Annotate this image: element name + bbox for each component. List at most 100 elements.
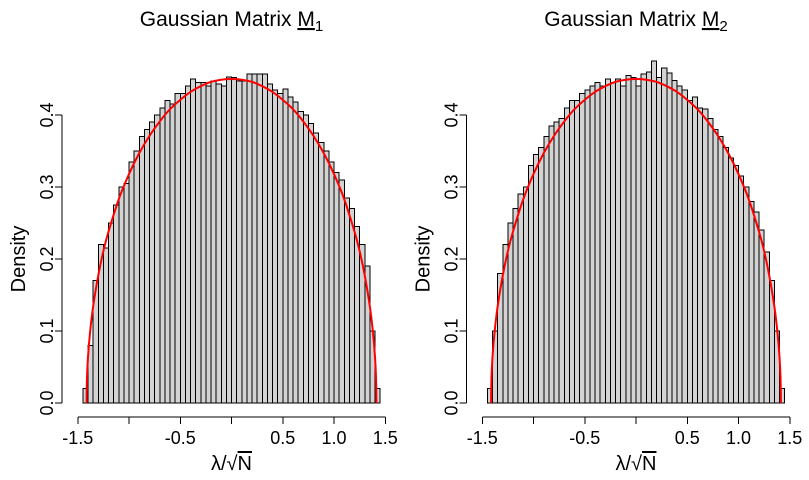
y-tick-label: 0.2 bbox=[442, 246, 462, 271]
histogram-bar bbox=[599, 85, 606, 404]
histogram-bar bbox=[348, 208, 355, 404]
histogram-bar bbox=[246, 73, 253, 404]
x-axis: -1.5 -0.5 0.5 1.0 1.5 bbox=[467, 416, 802, 448]
histogram-bar bbox=[179, 92, 186, 404]
histogram-bar bbox=[307, 123, 314, 404]
histogram-bar bbox=[231, 77, 238, 404]
histogram-bar bbox=[604, 78, 611, 404]
histogram-bar bbox=[645, 71, 652, 404]
histogram-bar bbox=[553, 121, 560, 404]
x-tick-label: 0.5 bbox=[675, 428, 700, 448]
y-tick-label: 0.4 bbox=[442, 102, 462, 127]
y-tick-label: 0.0 bbox=[37, 390, 57, 415]
histogram-bar bbox=[748, 200, 755, 404]
histogram-bar bbox=[195, 82, 202, 404]
histogram-bar bbox=[517, 193, 524, 404]
histogram-bar bbox=[261, 73, 268, 404]
histogram-bar bbox=[717, 136, 724, 404]
histogram-bar bbox=[313, 132, 320, 404]
chart-title: Gaussian Matrix M2 bbox=[544, 8, 727, 35]
histogram-bar bbox=[548, 125, 555, 404]
histogram-bar bbox=[743, 186, 750, 404]
histogram-bar bbox=[579, 92, 586, 404]
histogram-bar bbox=[174, 92, 181, 404]
x-tick-label: -1.5 bbox=[467, 428, 498, 448]
histogram-bars bbox=[486, 60, 786, 404]
histogram-bar bbox=[661, 67, 668, 404]
histogram-bar bbox=[722, 146, 729, 404]
histogram-bar bbox=[702, 108, 709, 404]
histogram-bar bbox=[533, 154, 540, 404]
x-axis: -1.5 -0.5 0.5 1.0 1.5 bbox=[62, 416, 398, 448]
histogram-bar bbox=[568, 100, 575, 404]
histogram-bar bbox=[640, 73, 647, 404]
histogram-bar bbox=[328, 161, 335, 404]
y-axis-label: Density bbox=[8, 226, 30, 293]
y-axis: 0.0 0.1 0.2 0.3 0.4 bbox=[37, 102, 63, 416]
histogram-bar bbox=[292, 101, 299, 404]
histogram-bar bbox=[538, 146, 545, 404]
histogram-bar bbox=[272, 89, 279, 404]
histogram-bar bbox=[266, 83, 273, 404]
histogram-bar bbox=[333, 172, 340, 404]
histogram-bar bbox=[707, 118, 714, 404]
y-tick-label: 0.2 bbox=[37, 246, 57, 271]
histogram-bar bbox=[671, 79, 678, 404]
y-tick-label: 0.3 bbox=[442, 174, 462, 199]
x-tick-label: -0.5 bbox=[569, 428, 600, 448]
histogram-bar bbox=[241, 80, 248, 404]
histogram-bar bbox=[190, 78, 197, 404]
y-tick-label: 0.1 bbox=[442, 318, 462, 343]
chart-title-matrix-symbol: M bbox=[702, 8, 720, 31]
histogram-bar bbox=[620, 85, 627, 404]
histogram-bar bbox=[656, 77, 663, 404]
x-axis-label-text: λ/√ bbox=[211, 453, 238, 475]
histogram-bar bbox=[318, 141, 325, 404]
histogram-bar bbox=[169, 103, 176, 404]
x-tick-label: 1.5 bbox=[777, 428, 802, 448]
x-axis-label: λ/√N bbox=[616, 453, 657, 475]
histogram-panel-m2: Gaussian Matrix M2 -1.5 -0.5 0.5 1.0 1.50.00… bbox=[413, 8, 803, 475]
x-tick-label: -1.5 bbox=[62, 428, 93, 448]
histogram-bar bbox=[210, 80, 217, 404]
histogram-bar bbox=[251, 73, 258, 404]
histogram-bar bbox=[522, 186, 529, 404]
histogram-bar bbox=[589, 85, 596, 404]
histogram-bar bbox=[287, 96, 294, 404]
histogram-bar bbox=[635, 85, 642, 404]
histogram-panel-m1: Gaussian Matrix M1 -1.5 -0.5 0.5 1.0 1.50.00… bbox=[8, 8, 398, 475]
histogram-bar bbox=[753, 211, 760, 404]
histogram-bar bbox=[343, 197, 350, 404]
histogram-bar bbox=[154, 114, 161, 404]
histogram-bar bbox=[205, 85, 212, 404]
histogram-bar bbox=[215, 83, 222, 404]
histogram-bar bbox=[108, 222, 115, 404]
histogram-bar bbox=[143, 128, 150, 404]
chart-title-text: Gaussian Matrix bbox=[140, 8, 292, 31]
histogram-bar bbox=[681, 89, 688, 404]
x-tick-label: -0.5 bbox=[165, 428, 196, 448]
histogram-bar bbox=[282, 88, 289, 404]
histogram-bar bbox=[666, 72, 673, 404]
histogram-bar bbox=[302, 114, 309, 404]
x-tick-label: 1.5 bbox=[373, 428, 398, 448]
histogram-bar bbox=[697, 107, 704, 404]
histogram-bar bbox=[354, 226, 361, 404]
chart-title-subscript: 2 bbox=[719, 18, 727, 35]
histogram-bar bbox=[630, 77, 637, 404]
histogram-bar bbox=[149, 121, 156, 404]
histogram-bar bbox=[779, 388, 786, 404]
histogram-bar bbox=[615, 78, 622, 404]
histogram-bar bbox=[512, 208, 519, 404]
histogram-bar bbox=[220, 85, 227, 404]
histogram-bar bbox=[159, 107, 166, 404]
histogram-bar bbox=[236, 80, 243, 404]
histogram-bar bbox=[625, 74, 632, 404]
chart-title-subscript: 1 bbox=[315, 18, 323, 35]
histogram-bar bbox=[558, 118, 565, 404]
chart-title-text: Gaussian Matrix bbox=[544, 8, 696, 31]
histogram-bar bbox=[691, 96, 698, 404]
histogram-bar bbox=[113, 204, 120, 404]
histogram-bar bbox=[732, 164, 739, 404]
x-tick-label: 1.0 bbox=[726, 428, 751, 448]
